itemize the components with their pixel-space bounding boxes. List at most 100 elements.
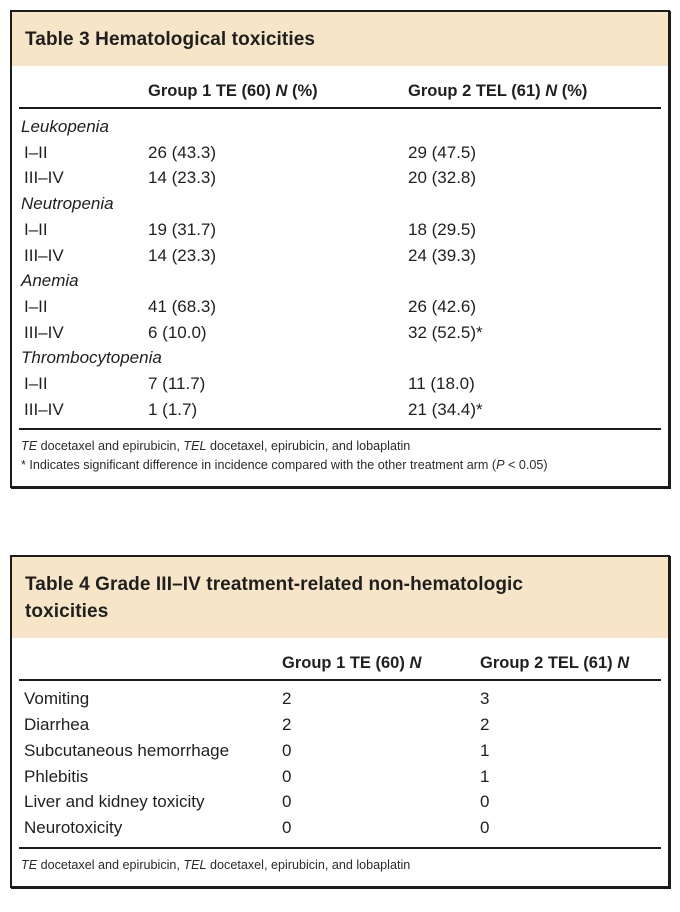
cell-group1-value: 7 (11.7) <box>148 374 206 394</box>
text: docetaxel and epirubicin, <box>37 439 184 454</box>
cell-group2-value <box>408 114 661 140</box>
footnote-line: TE docetaxel and epirubicin, TEL docetax… <box>21 856 659 875</box>
row-category-label: Neutropenia <box>21 194 114 214</box>
table-3-title: Table 3 Hematological toxicities <box>25 29 316 50</box>
cell-group1-value: 2 <box>282 689 292 709</box>
table-3-group1-header: Group 1 TE (60) N (%) <box>148 81 408 102</box>
cell-group1-value: 2 <box>282 715 292 735</box>
table-row: I–II 26 (43.3) 29 (47.5) <box>19 140 661 166</box>
table-row: Neurotoxicity 0 0 <box>19 815 661 841</box>
table-4-column-headers: Group 1 TE (60) N Group 2 TEL (61) N <box>19 638 661 682</box>
table-4-group2-header: Group 2 TEL (61) N <box>480 653 661 674</box>
text: (%) <box>557 82 588 100</box>
italic-text: N <box>409 654 422 673</box>
row-label: III–IV <box>24 168 64 188</box>
cell-group2-value: 1 <box>480 766 490 786</box>
row-label: III–IV <box>24 322 64 342</box>
table-row: III–IV 14 (23.3) 24 (39.3) <box>19 243 661 269</box>
italic-text: TEL <box>183 439 207 454</box>
row-label: I–II <box>24 296 48 316</box>
table-row: Leukopenia <box>19 114 661 140</box>
row-label: Vomiting <box>24 689 90 709</box>
row-label: Phlebitis <box>24 766 89 786</box>
cell-group1-value: 19 (31.7) <box>148 219 217 239</box>
cell-group1-value: 6 (10.0) <box>148 322 207 342</box>
text: Group 2 TEL (61) <box>480 654 618 673</box>
cell-group1-value: 26 (43.3) <box>148 142 217 162</box>
cell-group2-value <box>408 191 661 217</box>
table-3-footnotes: TE docetaxel and epirubicin, TEL docetax… <box>19 428 661 486</box>
text: docetaxel and epirubicin, <box>37 857 184 872</box>
table-row: Phlebitis 0 1 <box>19 764 661 790</box>
table-row: Thrombocytopenia <box>19 345 661 371</box>
italic-text: N <box>545 82 558 100</box>
table-row: Anemia <box>19 268 661 294</box>
italic-text: TE <box>21 857 38 872</box>
table-row: Liver and kidney toxicity 0 0 <box>19 789 661 815</box>
cell-group2-value: 11 (18.0) <box>408 374 475 394</box>
cell-group2-value: 0 <box>480 792 490 812</box>
table-4-body: Vomiting 2 3 Diarrhea 2 2 Subcutaneous hemorrh… <box>12 681 668 846</box>
row-label: I–II <box>24 219 48 239</box>
table-3-group2-header: Group 2 TEL (61) N (%) <box>408 81 661 102</box>
table-4-footnotes: TE docetaxel and epirubicin, TEL docetax… <box>19 846 661 886</box>
row-category-label: Anemia <box>21 271 79 291</box>
italic-text: N <box>617 654 630 673</box>
cell-group1-value: 14 (23.3) <box>148 168 217 188</box>
table-3-title-band: Table 3 Hematological toxicities <box>12 12 668 66</box>
text: (%) <box>287 82 318 100</box>
cell-group2-value <box>408 268 661 294</box>
table-row: III–IV 14 (23.3) 20 (32.8) <box>19 165 661 191</box>
cell-group1-value: 41 (68.3) <box>148 296 217 316</box>
cell-group1-value: 0 <box>282 740 292 760</box>
table-row: Subcutaneous hemorrhage 0 1 <box>19 738 661 764</box>
table-row: III–IV 6 (10.0) 32 (52.5)* <box>19 320 661 346</box>
cell-group2-value: 26 (42.6) <box>408 296 477 316</box>
row-label: III–IV <box>24 245 64 265</box>
table-4: Table 4 Grade III–IV treatment-related n… <box>10 555 670 888</box>
cell-group2-value: 1 <box>480 740 490 760</box>
cell-group2-value: 20 (32.8) <box>408 168 477 188</box>
table-3: Table 3 Hematological toxicities Group 1… <box>10 10 670 489</box>
cell-group1-value <box>148 191 408 217</box>
table-row: I–II 7 (11.7) 11 (18.0) <box>19 371 661 397</box>
row-label: Diarrhea <box>24 715 90 735</box>
cell-group1-value: 0 <box>282 766 292 786</box>
row-label: Subcutaneous hemorrhage <box>24 740 230 760</box>
cell-group1-value <box>148 114 408 140</box>
cell-group2-value <box>408 345 661 371</box>
table-row: Diarrhea 2 2 <box>19 712 661 738</box>
text: docetaxel, epirubicin, and lobaplatin <box>206 439 411 454</box>
table-row: Vomiting 2 3 <box>19 686 661 712</box>
cell-group2-value: 21 (34.4)* <box>408 399 483 419</box>
table-4-title: Table 4 Grade III–IV treatment-related n… <box>25 574 524 623</box>
cell-group2-value: 32 (52.5)* <box>408 322 483 342</box>
italic-text: TEL <box>183 857 207 872</box>
cell-group2-value: 0 <box>480 817 490 837</box>
row-category-label: Thrombocytopenia <box>21 348 162 368</box>
row-label: III–IV <box>24 399 64 419</box>
cell-group1-value: 0 <box>282 817 292 837</box>
footnote-line: * Indicates significant difference in in… <box>21 456 659 475</box>
table-4-group1-header: Group 1 TE (60) N <box>282 653 480 674</box>
table-row: I–II 19 (31.7) 18 (29.5) <box>19 217 661 243</box>
text: Group 1 TE (60) <box>148 82 276 100</box>
table-row: I–II 41 (68.3) 26 (42.6) <box>19 294 661 320</box>
cell-group2-value: 18 (29.5) <box>408 219 477 239</box>
cell-group2-value: 2 <box>480 715 490 735</box>
text: Group 1 TE (60) <box>282 654 410 673</box>
row-category-label: Leukopenia <box>21 117 109 136</box>
cell-group1-value: 14 (23.3) <box>148 245 217 265</box>
italic-text: N <box>275 82 288 100</box>
cell-group1-value: 0 <box>282 792 292 812</box>
cell-group2-value: 24 (39.3) <box>408 245 477 265</box>
row-label: I–II <box>24 374 48 394</box>
text: * Indicates significant difference in in… <box>21 458 497 473</box>
row-label: Liver and kidney toxicity <box>24 792 205 812</box>
cell-group2-value: 3 <box>480 689 490 709</box>
italic-text: P <box>496 458 505 473</box>
italic-text: TE <box>21 439 38 454</box>
table-3-body: Leukopenia I–II 26 (43.3) 29 (47.5) III–IV 14… <box>12 109 668 428</box>
table-3-column-headers: Group 1 TE (60) N (%) Group 2 TEL (61) N… <box>19 66 661 109</box>
